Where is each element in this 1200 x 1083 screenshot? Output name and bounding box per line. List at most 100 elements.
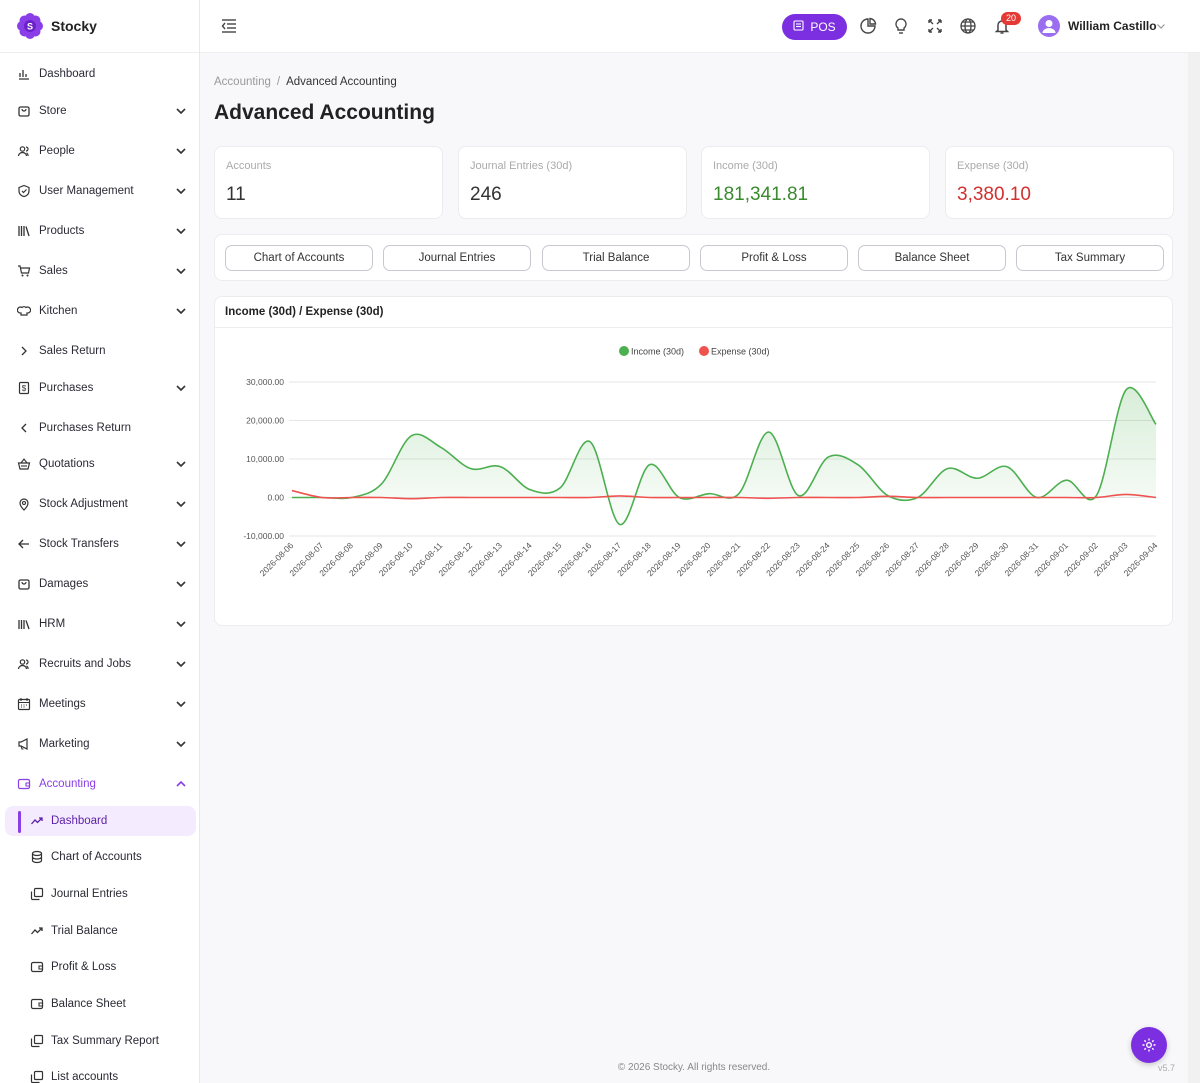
sidebar-item-products[interactable]: Products bbox=[0, 216, 199, 246]
sidebar-item-label: User Management bbox=[39, 185, 134, 197]
megaphone-icon bbox=[17, 737, 31, 751]
receipt-icon: $ bbox=[17, 381, 31, 395]
page-title: Advanced Accounting bbox=[214, 101, 435, 124]
sidebar-item-user-management[interactable]: User Management bbox=[0, 176, 199, 206]
sidebar-item-dashboard[interactable]: Dashboard bbox=[0, 59, 199, 89]
sidebar-subitem-list-accounts[interactable]: List accounts bbox=[0, 1062, 199, 1083]
sidebar-item-meetings[interactable]: Meetings bbox=[0, 689, 199, 719]
tab-tax-summary[interactable]: Tax Summary bbox=[1016, 245, 1164, 271]
sidebar-item-kitchen[interactable]: Kitchen bbox=[0, 296, 199, 326]
store-icon bbox=[17, 104, 31, 118]
brand-name: Stocky bbox=[51, 18, 97, 34]
tab-profit-loss[interactable]: Profit & Loss bbox=[700, 245, 848, 271]
chevron-down-icon[interactable] bbox=[174, 537, 188, 551]
lightbulb-icon[interactable] bbox=[892, 17, 910, 35]
stat-value: 11 bbox=[226, 184, 246, 205]
chevron-down-icon[interactable] bbox=[174, 224, 188, 238]
tab-trial-balance[interactable]: Trial Balance bbox=[542, 245, 690, 271]
sidebar-subitem-chart-of-accounts[interactable]: Chart of Accounts bbox=[0, 842, 199, 872]
settings-fab[interactable] bbox=[1131, 1027, 1167, 1063]
pie-chart-icon[interactable] bbox=[859, 17, 877, 35]
legend-marker bbox=[619, 346, 629, 356]
legend-label: Income (30d) bbox=[631, 347, 684, 357]
sidebar-item-recruits-and-jobs[interactable]: Recruits and Jobs bbox=[0, 649, 199, 679]
y-tick-label: 10,000.00 bbox=[246, 454, 284, 464]
chevron-down-icon[interactable] bbox=[174, 144, 188, 158]
sidebar-subitem-label: Tax Summary Report bbox=[51, 1035, 160, 1047]
legend-marker bbox=[699, 346, 709, 356]
sidebar-item-sales-return[interactable]: Sales Return bbox=[0, 336, 199, 366]
breadcrumb-separator: / bbox=[276, 76, 281, 88]
sidebar-subitem-balance-sheet[interactable]: Balance Sheet bbox=[0, 989, 199, 1019]
sidebar-item-label: Quotations bbox=[39, 458, 95, 470]
tab-balance-sheet[interactable]: Balance Sheet bbox=[858, 245, 1006, 271]
sidebar-item-stock-adjustment[interactable]: Stock Adjustment bbox=[0, 489, 199, 519]
sidebar-item-accounting[interactable]: Accounting bbox=[0, 769, 199, 799]
menu-toggle-icon[interactable] bbox=[220, 17, 238, 35]
sidebar-item-marketing[interactable]: Marketing bbox=[0, 729, 199, 759]
sidebar-subitem-profit-loss[interactable]: Profit & Loss bbox=[0, 952, 199, 982]
tab-chart-of-accounts[interactable]: Chart of Accounts bbox=[225, 245, 373, 271]
sidebar-subitem-tax-summary-report[interactable]: Tax Summary Report bbox=[0, 1026, 199, 1056]
sidebar-subitem-journal-entries[interactable]: Journal Entries bbox=[0, 879, 199, 909]
sidebar-item-label: Damages bbox=[39, 578, 89, 590]
stat-card-expense: Expense (30d) 3,380.10 bbox=[945, 146, 1174, 219]
sidebar-subitem-label: Dashboard bbox=[51, 815, 108, 827]
stat-value: 181,341.81 bbox=[713, 184, 809, 205]
sidebar-item-purchases[interactable]: $ Purchases bbox=[0, 373, 199, 403]
chef-hat-icon bbox=[17, 304, 31, 318]
tab-journal-entries[interactable]: Journal Entries bbox=[383, 245, 531, 271]
y-tick-label: 0.00 bbox=[267, 493, 284, 503]
sidebar-item-damages[interactable]: Damages bbox=[0, 569, 199, 599]
fullscreen-icon[interactable] bbox=[926, 17, 944, 35]
chevron-down-icon[interactable] bbox=[174, 264, 188, 278]
sidebar-item-quotations[interactable]: Quotations bbox=[0, 449, 199, 479]
breadcrumb-parent[interactable]: Accounting bbox=[214, 76, 271, 88]
chevron-down-icon[interactable] bbox=[174, 304, 188, 318]
stat-label: Income (30d) bbox=[713, 160, 778, 172]
sidebar-item-label: Stock Transfers bbox=[39, 538, 119, 550]
income-expense-chart: -10,000.00 0.00 10,000.00 20,000.00 30,000.0… bbox=[243, 346, 1160, 578]
sidebar-item-stock-transfers[interactable]: Stock Transfers bbox=[0, 529, 199, 559]
copy-icon bbox=[30, 1034, 44, 1048]
chevron-down-icon[interactable] bbox=[174, 184, 188, 198]
brand-logo-icon: S bbox=[17, 13, 43, 39]
chevron-down-icon[interactable] bbox=[174, 737, 188, 751]
stat-card-accounts: Accounts 11 bbox=[214, 146, 443, 219]
chevron-down-icon[interactable] bbox=[174, 657, 188, 671]
brand[interactable]: S Stocky bbox=[0, 0, 199, 53]
chevron-up-icon[interactable] bbox=[174, 777, 188, 791]
sidebar-item-store[interactable]: Store bbox=[0, 96, 199, 126]
breadcrumb: Accounting / Advanced Accounting bbox=[214, 76, 397, 88]
chevron-down-icon[interactable] bbox=[174, 697, 188, 711]
stat-value: 3,380.10 bbox=[957, 184, 1031, 205]
chevron-down-icon[interactable] bbox=[174, 104, 188, 118]
user-name[interactable]: William Castillo bbox=[1068, 19, 1157, 33]
chevron-down-icon[interactable] bbox=[1155, 20, 1167, 32]
sidebar-subitem-label: Trial Balance bbox=[51, 925, 118, 937]
pos-button[interactable]: POS bbox=[782, 14, 847, 40]
sidebar-item-people[interactable]: People bbox=[0, 136, 199, 166]
people-icon bbox=[17, 144, 31, 158]
wallet-icon bbox=[30, 960, 44, 974]
chevron-down-icon[interactable] bbox=[174, 457, 188, 471]
y-tick-label: -10,000.00 bbox=[243, 531, 284, 541]
globe-icon[interactable] bbox=[959, 17, 977, 35]
sidebar-item-label: Kitchen bbox=[39, 305, 78, 317]
page-scrollbar[interactable] bbox=[1188, 0, 1200, 1083]
user-avatar[interactable] bbox=[1038, 15, 1060, 37]
sidebar-subitem-label: Journal Entries bbox=[51, 888, 128, 900]
series-line-expense bbox=[291, 489, 1157, 500]
sidebar-item-purchases-return[interactable]: Purchases Return bbox=[0, 413, 199, 443]
sidebar-subitem-trial-balance[interactable]: Trial Balance bbox=[0, 916, 199, 946]
chevron-down-icon[interactable] bbox=[174, 497, 188, 511]
books-icon bbox=[17, 224, 31, 238]
sidebar-item-label: Meetings bbox=[39, 698, 86, 710]
chevron-down-icon[interactable] bbox=[174, 617, 188, 631]
sidebar-item-sales[interactable]: Sales bbox=[0, 256, 199, 286]
sidebar-subitem-dashboard[interactable]: Dashboard bbox=[5, 806, 196, 836]
sidebar: S Stocky Dashboard Store People User Manage… bbox=[0, 0, 200, 1083]
sidebar-item-hrm[interactable]: HRM bbox=[0, 609, 199, 639]
chevron-down-icon[interactable] bbox=[174, 381, 188, 395]
chevron-down-icon[interactable] bbox=[174, 577, 188, 591]
